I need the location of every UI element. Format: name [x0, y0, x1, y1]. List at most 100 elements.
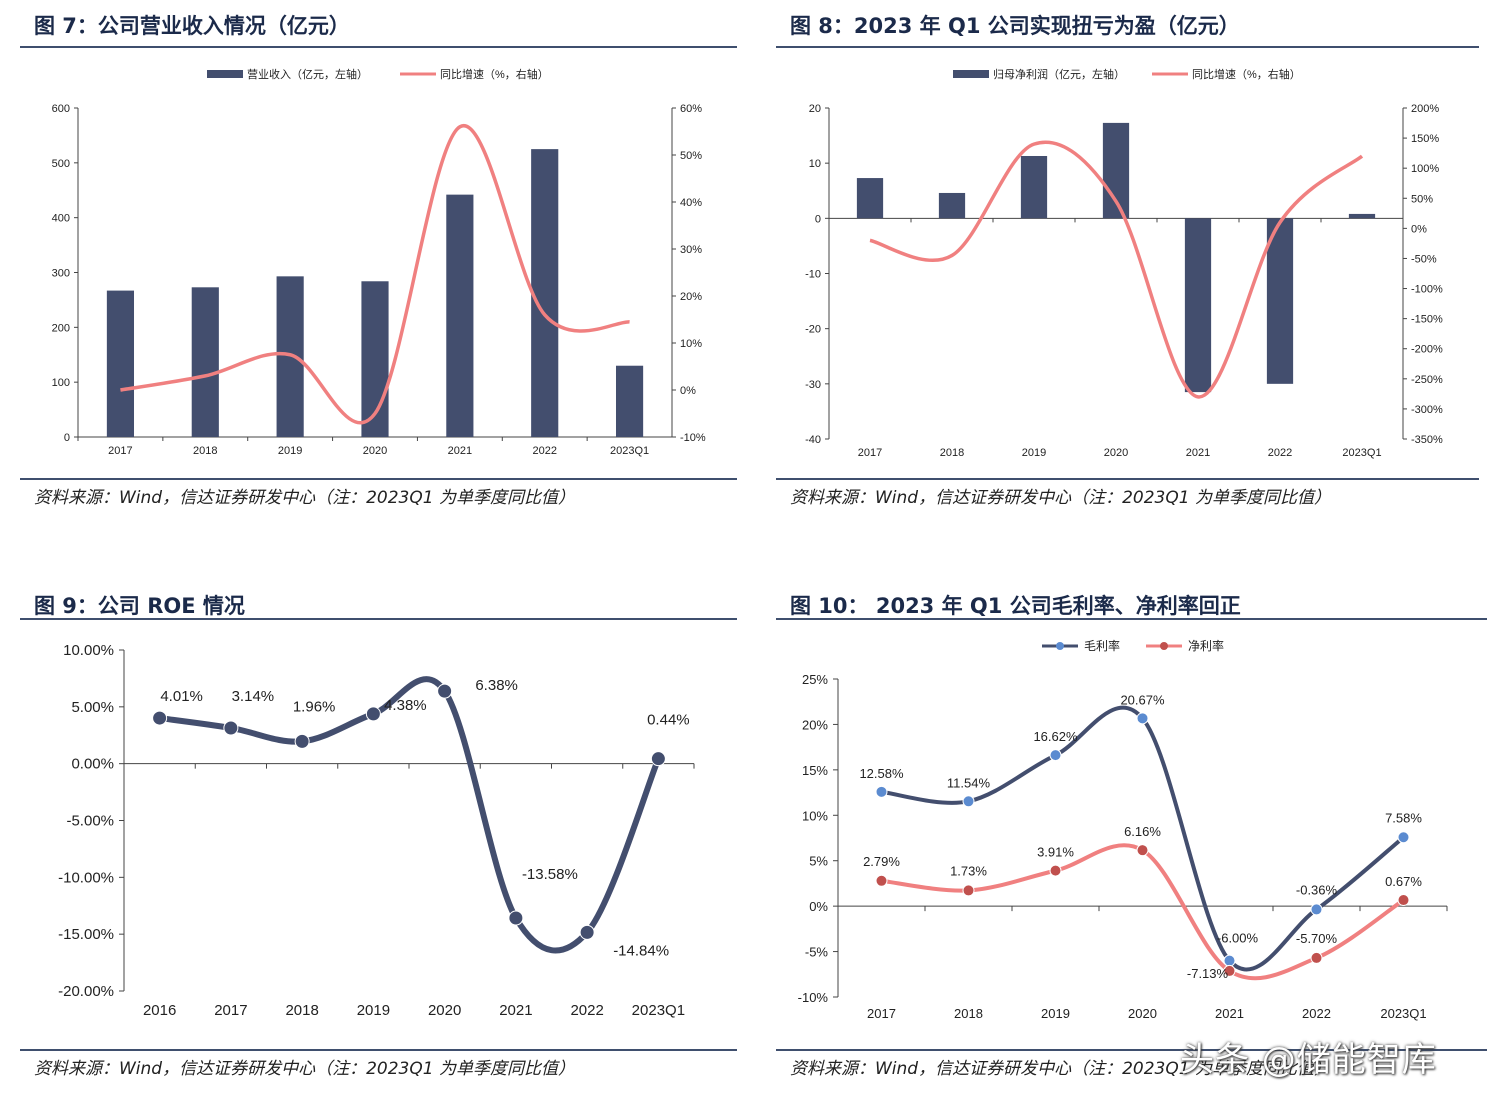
y-tick-label-left: -20	[805, 324, 821, 336]
x-tick-label: 2016	[143, 1002, 176, 1019]
y-tick-label-left: 10	[809, 158, 821, 170]
y-tick-label-right: 0%	[1411, 223, 1427, 235]
y-tick-label-left: 600	[52, 103, 70, 115]
y-tick-label-right: 20%	[680, 291, 702, 303]
figure-title: 图 10： 2023 年 Q1 公司毛利率、净利率回正	[790, 594, 1241, 618]
data-point	[152, 710, 168, 726]
x-tick-label: 2018	[940, 447, 964, 459]
y-tick-label-right: 40%	[680, 197, 702, 209]
data-label: 7.58%	[1385, 810, 1422, 825]
x-tick-label: 2023Q1	[1380, 1006, 1426, 1021]
data-label: -6.00%	[1217, 931, 1259, 946]
figure-10-panel: 图 10： 2023 年 Q1 公司毛利率、净利率回正 -10% -5% 0% 5% 1…	[776, 580, 1487, 1100]
bar-2018	[938, 192, 966, 219]
x-tick-label: 2017	[108, 445, 132, 457]
y-tick-label-right: -350%	[1411, 434, 1443, 446]
data-point	[579, 924, 595, 940]
legend-swatch-bar	[207, 70, 243, 78]
data-point	[1136, 844, 1149, 857]
y-tick-label-left: 0	[815, 213, 821, 225]
net-profit-chart: 归母净利润（亿元，左轴） 同比增速（%，右轴） -40 -30 -20 -10 0 10 20 -…	[805, 67, 1443, 459]
y-tick-label: 5%	[809, 854, 828, 869]
y-tick-label-right: 50%	[1411, 193, 1433, 205]
legend-label: 净利率	[1188, 638, 1224, 653]
roe-chart: -20.00% -15.00% -10.00% -5.00% 0.00% 5.00% 10.…	[58, 642, 695, 1019]
y-tick-label-right: -200%	[1411, 344, 1443, 356]
y-tick-label: 15%	[802, 763, 828, 778]
legend-label-line: 同比增速（%，右轴）	[1192, 67, 1301, 81]
x-tick-label: 2021	[499, 1002, 532, 1019]
data-label: 11.54%	[947, 775, 991, 790]
bar-2017	[856, 178, 884, 219]
data-point	[1049, 864, 1062, 877]
y-tick-label-left: -10	[805, 269, 821, 281]
y-tick-label-left: 400	[52, 213, 70, 225]
x-tick-label: 2021	[448, 445, 472, 457]
source-rule	[20, 1049, 737, 1051]
data-point	[1223, 954, 1236, 967]
title-rule	[776, 46, 1479, 48]
x-tick-label: 2022	[532, 445, 556, 457]
data-point	[223, 720, 239, 736]
x-tick-label: 2023Q1	[632, 1002, 685, 1019]
x-tick-label: 2017	[858, 447, 882, 459]
y-tick-label-right: 10%	[680, 338, 702, 350]
data-label: 20.67%	[1120, 692, 1165, 707]
x-tick-label: 2018	[193, 445, 217, 457]
source-note: 资料来源：Wind，信达证券研发中心（注：2023Q1 为单季度同比值）	[790, 1059, 1331, 1079]
figure-8-panel: 图 8：2023 年 Q1 公司实现扭亏为盈（亿元） 归母净利润（亿元，左轴） 同…	[776, 0, 1479, 520]
figure-title: 图 8：2023 年 Q1 公司实现扭亏为盈（亿元）	[790, 14, 1240, 38]
data-point	[875, 874, 888, 887]
series-line-0	[159, 676, 662, 954]
data-label: 0.44%	[647, 712, 690, 729]
y-tick-label: -15.00%	[58, 926, 114, 943]
y-tick-label-right: -50%	[1411, 253, 1437, 265]
bar-2023Q1	[1348, 213, 1376, 219]
figure-title: 图 9：公司 ROE 情况	[34, 594, 245, 618]
figure-7-panel: 图 7：公司营业收入情况（亿元） 营业收入（亿元，左轴） 同比增速（%，右轴） 0 1…	[20, 0, 737, 520]
legend-marker	[1056, 642, 1064, 650]
bar-2022	[531, 149, 559, 437]
data-label: -5.70%	[1296, 931, 1338, 946]
data-point	[508, 910, 524, 926]
y-tick-label-left: 300	[52, 268, 70, 280]
y-tick-label: 5.00%	[71, 699, 114, 716]
y-tick-label-right: 150%	[1411, 133, 1439, 145]
bar-2021	[1184, 218, 1212, 393]
title-rule	[20, 618, 737, 620]
x-tick-label: 2020	[428, 1002, 461, 1019]
source-note: 资料来源：Wind，信达证券研发中心（注：2023Q1 为单季度同比值）	[34, 488, 575, 508]
y-tick-label-left: -40	[805, 434, 821, 446]
x-tick-label: 2018	[954, 1006, 983, 1021]
bar-2018	[191, 287, 219, 437]
bar-2019	[276, 276, 304, 437]
data-label: 1.73%	[950, 863, 987, 878]
growth-line	[869, 140, 1364, 399]
data-label: -0.36%	[1296, 882, 1338, 897]
y-tick-label-left: 200	[52, 322, 70, 334]
y-tick-label: -10.00%	[58, 869, 114, 886]
x-tick-label: 2017	[867, 1006, 896, 1021]
data-label: -14.84%	[613, 942, 669, 959]
bar-2021	[446, 194, 474, 437]
data-point	[962, 795, 975, 808]
legend-label-bar: 营业收入（亿元，左轴）	[247, 67, 368, 81]
bar-2023Q1	[615, 365, 644, 437]
y-tick-label-right: 200%	[1411, 103, 1439, 115]
legend-label-bar: 归母净利润（亿元，左轴）	[993, 67, 1125, 81]
y-tick-label: -5.00%	[66, 813, 114, 830]
data-label: -13.58%	[522, 866, 578, 883]
source-note: 资料来源：Wind，信达证券研发中心（注：2023Q1 为单季度同比值）	[790, 488, 1331, 508]
y-tick-label: 0.00%	[71, 756, 114, 773]
y-tick-label-left: 500	[52, 158, 70, 170]
y-tick-label-right: 60%	[680, 103, 702, 115]
legend-label: 毛利率	[1084, 638, 1120, 653]
y-tick-label-right: -10%	[680, 432, 706, 444]
data-label: 4.38%	[384, 697, 427, 714]
y-tick-label-right: -300%	[1411, 404, 1443, 416]
y-tick-label: 10%	[802, 808, 828, 823]
margin-chart: -10% -5% 0% 5% 10% 15% 20% 25% 2017 2018 2019 2020 2…	[798, 638, 1448, 1021]
data-label: 6.16%	[1124, 824, 1161, 839]
y-tick-label: -5%	[805, 945, 829, 960]
x-tick-label: 2020	[363, 445, 387, 457]
